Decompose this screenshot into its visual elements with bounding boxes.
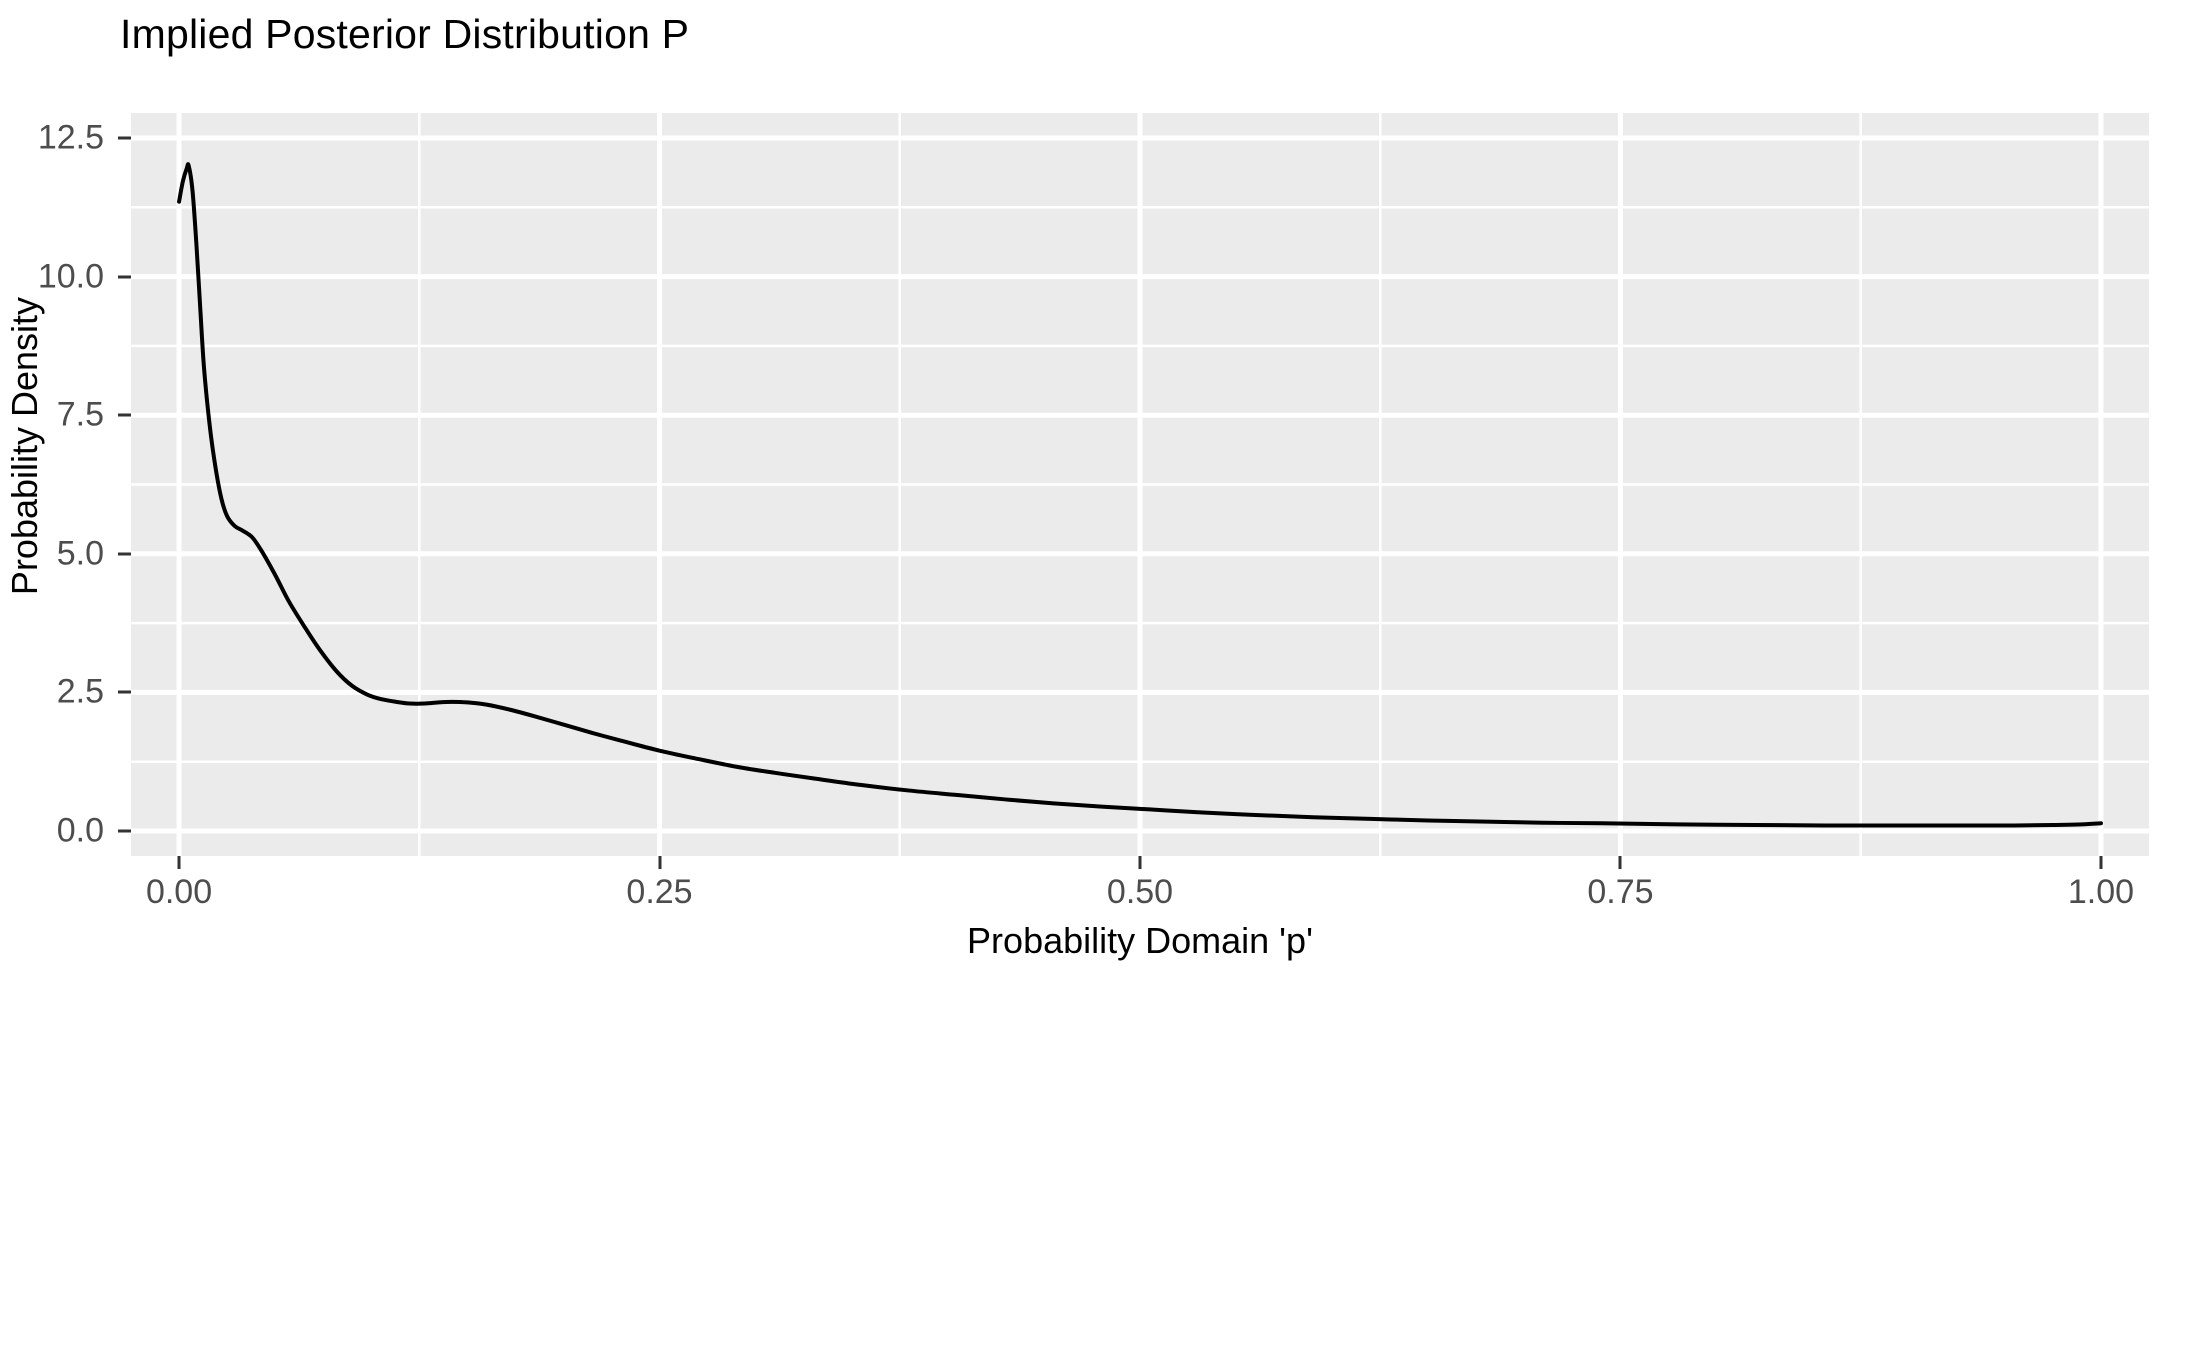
y-axis-tick-mark [118,690,131,694]
x-axis-tick-mark [177,856,181,869]
y-axis-tick-label: 5.0 [56,534,104,573]
y-axis-tick-marks [0,113,131,856]
x-axis-tick-mark [1138,856,1142,869]
x-axis-tick-labels: 0.00 0.25 0.50 0.75 1.00 [131,873,2149,919]
plot-area [131,113,2149,856]
x-axis-title: Probability Domain 'p' [967,920,1313,961]
x-axis-tick-label: 0.75 [1587,873,1654,911]
x-axis-tick-label: 0.50 [1106,873,1174,911]
y-axis-tick-labels: 0.0 2.5 5.0 7.5 10.0 12.5 [0,113,104,856]
y-axis-tick-mark [118,275,131,279]
x-axis-tick-label: 0.00 [145,873,213,911]
x-axis-tick-marks [131,856,2149,870]
density-curve-line [177,162,2103,828]
y-axis-tick-label: 2.5 [56,672,104,711]
x-axis-tick-mark [1618,856,1622,869]
grid-major-lines [131,113,2149,856]
y-axis-tick-mark [118,829,131,833]
y-axis-tick-mark [118,136,131,140]
y-axis-tick-mark [118,413,131,417]
x-axis-tick-mark [2099,856,2103,869]
x-axis-tick-label: 1.00 [2067,873,2135,911]
y-axis-tick-label: 12.5 [37,118,104,157]
y-axis-tick-label: 10.0 [37,257,104,296]
y-axis-tick-label: 0.0 [56,811,104,850]
y-axis-tick-label: 7.5 [56,395,104,434]
x-axis-tick-mark [658,856,662,869]
plot-panel [131,113,2149,856]
x-axis-tick-label: 0.25 [626,873,693,911]
y-axis-tick-mark [118,552,131,556]
chart-title: Implied Posterior Distribution P [120,11,690,57]
